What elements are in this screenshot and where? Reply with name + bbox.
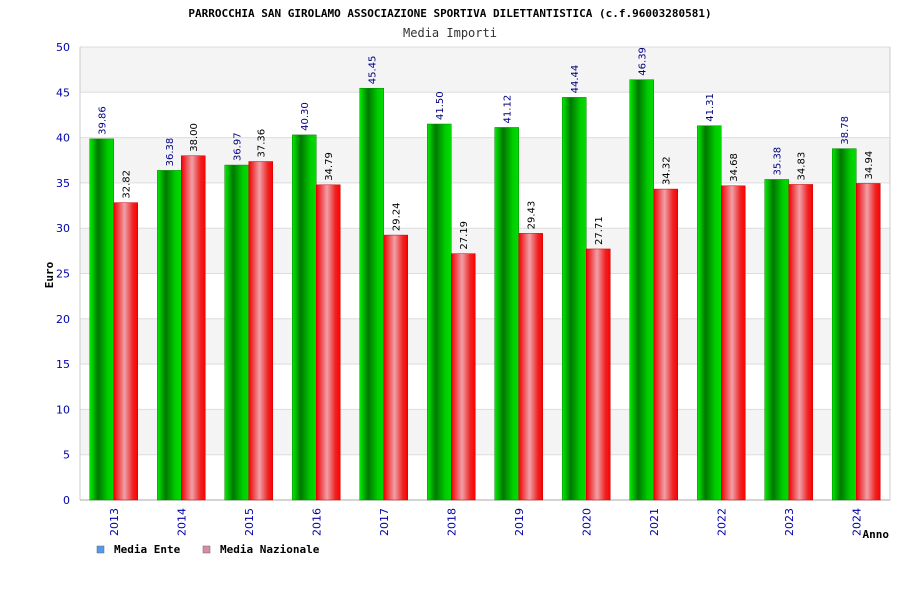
y-tick-label: 25: [56, 268, 70, 281]
x-tick-label: 2021: [648, 508, 661, 536]
value-label-media-ente: 40.30: [300, 102, 311, 131]
value-label-media-ente: 41.50: [435, 91, 446, 120]
bar-media-nazionale: [451, 253, 476, 501]
bar-media-nazionale: [856, 183, 881, 501]
y-tick-label: 35: [56, 177, 70, 190]
bar-media-nazionale: [316, 184, 341, 501]
value-label-media-nazionale: 32.82: [122, 170, 133, 199]
grid-band: [80, 273, 890, 319]
y-tick-label: 10: [56, 403, 70, 416]
x-tick-label: 2022: [715, 508, 728, 536]
x-tick-label: 2024: [850, 508, 863, 536]
grid-band: [80, 182, 890, 229]
x-tick-label: 2019: [513, 508, 526, 536]
value-label-media-ente: 44.44: [570, 65, 581, 94]
bar-media-nazionale: [586, 248, 611, 501]
value-label-media-nazionale: 38.00: [189, 123, 200, 152]
value-label-media-nazionale: 34.94: [864, 151, 875, 180]
chart-subtitle: Media Importi: [403, 26, 497, 40]
grid-band: [80, 137, 890, 183]
value-label-media-ente: 41.31: [705, 93, 716, 122]
bar-media-nazionale: [113, 202, 138, 501]
bar-media-nazionale: [788, 184, 813, 501]
value-label-media-nazionale: 34.79: [324, 152, 335, 181]
x-tick-label: 2016: [310, 508, 323, 536]
value-label-media-nazionale: 29.24: [392, 202, 403, 231]
bar-media-nazionale: [653, 188, 678, 501]
value-label-media-ente: 41.12: [503, 95, 514, 124]
grid-band: [80, 364, 890, 410]
legend-label-media-nazionale: Media Nazionale: [220, 543, 320, 556]
bar-media-ente: [562, 97, 587, 501]
x-tick-label: 2023: [783, 508, 796, 536]
y-tick-label: 15: [56, 358, 70, 371]
y-tick-label: 20: [56, 313, 70, 326]
bar-media-ente: [157, 170, 182, 501]
y-tick-label: 50: [56, 41, 70, 54]
x-axis-label: Anno: [863, 528, 890, 541]
x-tick-label: 2017: [378, 508, 391, 536]
value-label-media-ente: 36.38: [165, 138, 176, 167]
grid-band: [80, 228, 890, 274]
grid-band: [80, 454, 890, 500]
bar-media-ente: [292, 134, 317, 501]
value-label-media-nazionale: 34.32: [662, 156, 673, 185]
bar-media-nazionale: [721, 185, 746, 501]
bar-media-nazionale: [248, 161, 273, 501]
y-tick-label: 45: [56, 86, 70, 99]
bar-media-ente: [89, 138, 114, 501]
bar-media-ente: [832, 148, 857, 501]
legend-swatch-media-ente: [96, 545, 105, 554]
value-label-media-nazionale: 27.71: [594, 216, 605, 245]
value-label-media-ente: 38.78: [840, 116, 851, 145]
y-tick-label: 40: [56, 132, 70, 145]
value-label-media-nazionale: 27.19: [459, 221, 470, 250]
x-tick-label: 2013: [108, 508, 121, 536]
y-tick-label: 30: [56, 222, 70, 235]
value-label-media-ente: 35.38: [773, 147, 784, 176]
chart-title: PARROCCHIA SAN GIROLAMO ASSOCIAZIONE SPO…: [188, 7, 711, 20]
grid-band: [80, 318, 890, 365]
value-label-media-ente: 36.97: [233, 132, 244, 161]
bar-media-nazionale: [181, 155, 206, 501]
x-tick-label: 2018: [445, 508, 458, 536]
x-tick-label: 2020: [580, 508, 593, 536]
bar-media-ente: [224, 164, 249, 501]
value-label-media-nazionale: 29.43: [527, 201, 538, 230]
value-label-media-ente: 45.45: [368, 56, 379, 85]
y-tick-label: 0: [63, 494, 70, 507]
bar-media-ente: [427, 123, 452, 501]
x-tick-label: 2014: [175, 508, 188, 536]
bar-media-ente: [494, 127, 519, 501]
bar-media-ente: [697, 125, 722, 501]
y-axis-label: Euro: [43, 261, 56, 288]
bar-media-ente: [359, 87, 384, 501]
legend-label-media-ente: Media Ente: [114, 543, 181, 556]
y-tick-label: 5: [63, 449, 70, 462]
legend-swatch-media-nazionale: [202, 545, 211, 554]
grid-band: [80, 92, 890, 138]
value-label-media-nazionale: 34.83: [797, 152, 808, 181]
bar-media-nazionale: [518, 233, 543, 501]
value-label-media-nazionale: 37.36: [257, 129, 268, 158]
x-tick-label: 2015: [243, 508, 256, 536]
plot-area: 0 5 10 15 20 25 30 35 40 45 50 39.86 32.82 2013 36.38 3…: [56, 41, 891, 536]
value-label-media-ente: 39.86: [98, 106, 109, 135]
grid-band: [80, 47, 890, 93]
grid-band: [80, 409, 890, 455]
bar-media-nazionale: [383, 234, 408, 501]
bar-media-ente: [629, 79, 654, 501]
value-label-media-ente: 46.39: [638, 47, 649, 76]
bar-media-ente: [764, 179, 789, 501]
legend: Media Ente Media Nazionale: [96, 543, 320, 556]
value-label-media-nazionale: 34.68: [729, 153, 740, 182]
